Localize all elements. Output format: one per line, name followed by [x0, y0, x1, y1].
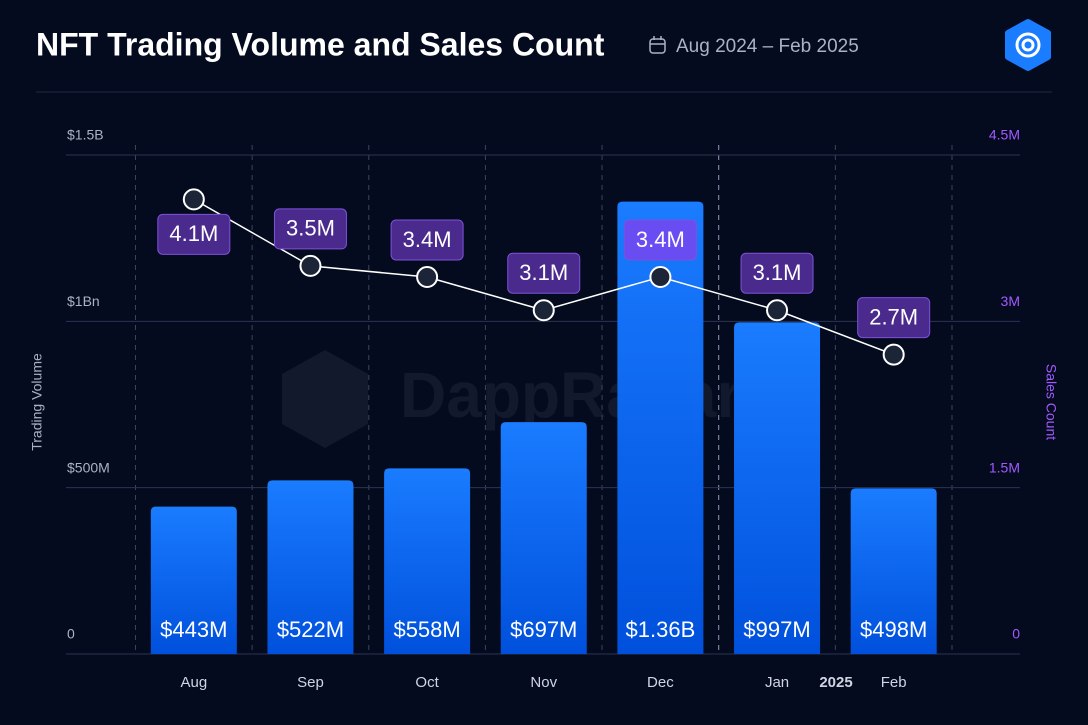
- bar-value-label: $997M: [743, 617, 810, 642]
- bar-value-label: $1.36B: [626, 617, 696, 642]
- y2-tick-label: 4.5M: [989, 127, 1020, 143]
- y-tick-label: $500M: [67, 459, 110, 475]
- chart-subtitle: Aug 2024 – Feb 2025: [676, 36, 859, 57]
- line-point: [649, 265, 672, 288]
- bar: [150, 506, 237, 654]
- y-tick-label: $1Bn: [67, 293, 100, 309]
- bar-value-label: $522M: [277, 617, 344, 642]
- value-label-box: [157, 213, 231, 255]
- value-label-box: [390, 219, 464, 261]
- bar-value-label: $697M: [510, 617, 577, 642]
- line-value-label: 4.1M: [169, 221, 218, 246]
- line-point: [882, 343, 905, 366]
- line-point: [416, 265, 439, 288]
- bar: [617, 201, 704, 654]
- line-point: [182, 188, 205, 211]
- logo: [1005, 19, 1051, 71]
- line-point: [299, 254, 322, 277]
- line-value-label: 3.1M: [519, 260, 568, 285]
- watermark-logo: [282, 350, 368, 448]
- value-label-box: [623, 219, 697, 261]
- bar-value-label: $498M: [860, 617, 927, 642]
- y2-tick-label: 3M: [1001, 293, 1020, 309]
- bar: [500, 422, 587, 654]
- y-tick-label: $1.5B: [67, 127, 104, 143]
- chart-title: NFT Trading Volume and Sales Count: [36, 26, 605, 62]
- value-label-box: [507, 252, 581, 294]
- x-tick-label: Aug: [180, 674, 207, 691]
- x-tick-label: Sep: [297, 674, 324, 691]
- line-value-label: 3.4M: [403, 227, 452, 252]
- line-point: [766, 299, 789, 322]
- y2-axis-label: Sales Count: [1043, 364, 1059, 440]
- bar-value-label: $558M: [393, 617, 460, 642]
- line-value-label: 2.7M: [869, 304, 918, 329]
- bar: [850, 488, 937, 654]
- line-point: [532, 299, 555, 322]
- bar: [734, 322, 821, 654]
- value-label-box: [740, 252, 814, 294]
- x-tick-label: Feb: [881, 674, 907, 691]
- y-axis-label: Trading Volume: [29, 353, 45, 451]
- value-label-box: [273, 208, 347, 250]
- x-tick-label: Dec: [647, 674, 674, 691]
- x-tick-label: Oct: [415, 674, 439, 691]
- line-value-label: 3.4M: [636, 227, 685, 252]
- bar-value-label: $443M: [160, 617, 227, 642]
- bar: [384, 468, 471, 654]
- y2-tick-label: 1.5M: [989, 459, 1020, 475]
- y2-tick-label: 0: [1012, 626, 1020, 642]
- line-value-label: 3.5M: [286, 216, 335, 241]
- y-tick-label: 0: [67, 626, 75, 642]
- x-tick-label: Jan: [765, 674, 789, 691]
- calendar-icon: [649, 36, 666, 54]
- year-label: 2025: [819, 674, 852, 691]
- bar: [267, 480, 354, 654]
- x-tick-label: Nov: [530, 674, 557, 691]
- value-label-box: [857, 297, 931, 339]
- line-value-label: 3.1M: [753, 260, 802, 285]
